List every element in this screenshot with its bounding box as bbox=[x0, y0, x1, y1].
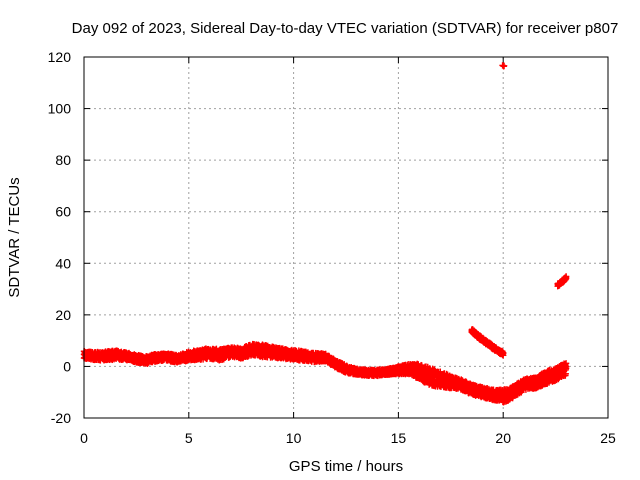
y-tick-label: 20 bbox=[55, 307, 71, 323]
y-tick-label: 80 bbox=[55, 152, 71, 168]
x-tick-label: 15 bbox=[391, 430, 407, 446]
data-points bbox=[80, 62, 570, 406]
x-tick-label: 0 bbox=[80, 430, 88, 446]
tick-layer: 0 5 10 15 20 25 -20 0 20 40 60 80 100 120 bbox=[48, 49, 616, 446]
y-tick-label: -20 bbox=[51, 410, 71, 426]
y-tick-label: 40 bbox=[55, 255, 71, 271]
x-tick-label: 10 bbox=[286, 430, 302, 446]
y-tick-label: 100 bbox=[48, 101, 72, 117]
x-tick-label: 25 bbox=[600, 430, 616, 446]
x-tick-label: 5 bbox=[185, 430, 193, 446]
y-tick-label: 0 bbox=[63, 358, 71, 374]
y-tick-label: 120 bbox=[48, 49, 72, 65]
x-tick-label: 20 bbox=[495, 430, 511, 446]
y-tick-label: 60 bbox=[55, 204, 71, 220]
chart-title: Day 092 of 2023, Sidereal Day-to-day VTE… bbox=[72, 20, 619, 37]
